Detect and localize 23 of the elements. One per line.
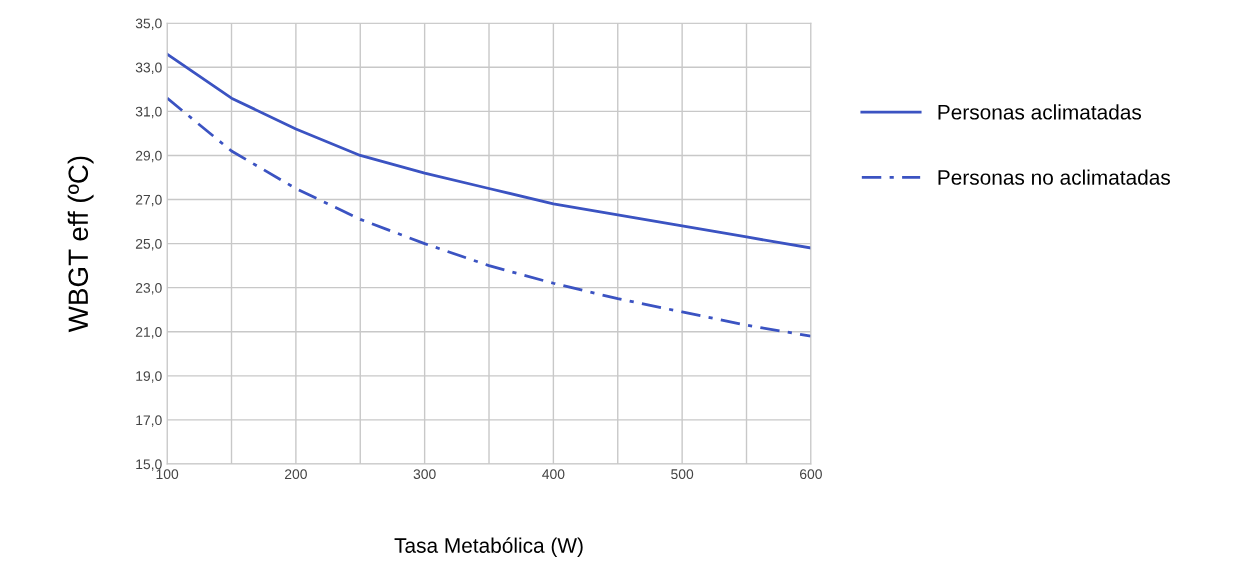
y-tick-label: 27,0 [135,194,162,207]
y-axis-title: WBGT eff (ºC) [67,156,94,333]
y-tick-label: 23,0 [135,283,162,295]
y-tick-label: 29,0 [135,150,162,163]
legend-label: Personas aclimatadas [938,104,1142,120]
x-tick-label: 300 [413,469,436,480]
line-series [167,52,811,250]
y-tick-label: 25,0 [135,238,162,251]
y-tick-label: 35,0 [135,18,162,31]
line-series [167,96,811,338]
x-tick-label: 400 [542,469,565,480]
x-tick-label: 500 [671,469,694,480]
y-tick-label: 21,0 [135,327,162,339]
y-tick-label: 15,0 [136,459,162,471]
y-tick-label: 17,0 [136,415,162,427]
x-tick-label: 100 [156,469,179,480]
x-tick-label: 600 [800,469,822,480]
y-tick-label: 31,0 [135,106,162,119]
y-tick-label: 33,0 [135,62,162,75]
legend-label: Personas no aclimatadas [938,169,1170,185]
x-tick-label: 200 [285,469,307,480]
y-tick-label: 19,0 [136,371,162,383]
x-axis-title: Tasa Metabólica (W) [394,537,583,558]
